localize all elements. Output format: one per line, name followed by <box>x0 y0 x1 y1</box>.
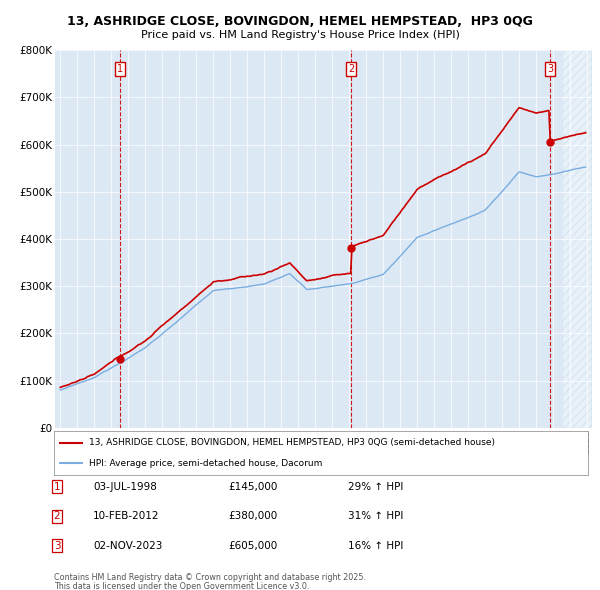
Text: 02-NOV-2023: 02-NOV-2023 <box>93 541 163 550</box>
Text: Contains HM Land Registry data © Crown copyright and database right 2025.: Contains HM Land Registry data © Crown c… <box>54 573 366 582</box>
Bar <box>562 50 590 428</box>
Text: £605,000: £605,000 <box>228 541 277 550</box>
Text: 3: 3 <box>53 541 61 550</box>
Text: HPI: Average price, semi-detached house, Dacorum: HPI: Average price, semi-detached house,… <box>89 458 322 467</box>
Text: Price paid vs. HM Land Registry's House Price Index (HPI): Price paid vs. HM Land Registry's House … <box>140 30 460 40</box>
Text: 10-FEB-2012: 10-FEB-2012 <box>93 512 160 521</box>
Text: 2: 2 <box>53 512 61 521</box>
Text: 16% ↑ HPI: 16% ↑ HPI <box>348 541 403 550</box>
Text: 1: 1 <box>117 64 123 74</box>
Text: £380,000: £380,000 <box>228 512 277 521</box>
Text: 3: 3 <box>547 64 553 74</box>
Text: 2: 2 <box>348 64 354 74</box>
Bar <box>562 50 590 428</box>
Text: 29% ↑ HPI: 29% ↑ HPI <box>348 482 403 491</box>
Text: This data is licensed under the Open Government Licence v3.0.: This data is licensed under the Open Gov… <box>54 582 310 590</box>
Text: 13, ASHRIDGE CLOSE, BOVINGDON, HEMEL HEMPSTEAD,  HP3 0QG: 13, ASHRIDGE CLOSE, BOVINGDON, HEMEL HEM… <box>67 15 533 28</box>
Text: £145,000: £145,000 <box>228 482 277 491</box>
Text: 31% ↑ HPI: 31% ↑ HPI <box>348 512 403 521</box>
Text: 1: 1 <box>53 482 61 491</box>
Text: 13, ASHRIDGE CLOSE, BOVINGDON, HEMEL HEMPSTEAD, HP3 0QG (semi-detached house): 13, ASHRIDGE CLOSE, BOVINGDON, HEMEL HEM… <box>89 438 495 447</box>
Text: 03-JUL-1998: 03-JUL-1998 <box>93 482 157 491</box>
